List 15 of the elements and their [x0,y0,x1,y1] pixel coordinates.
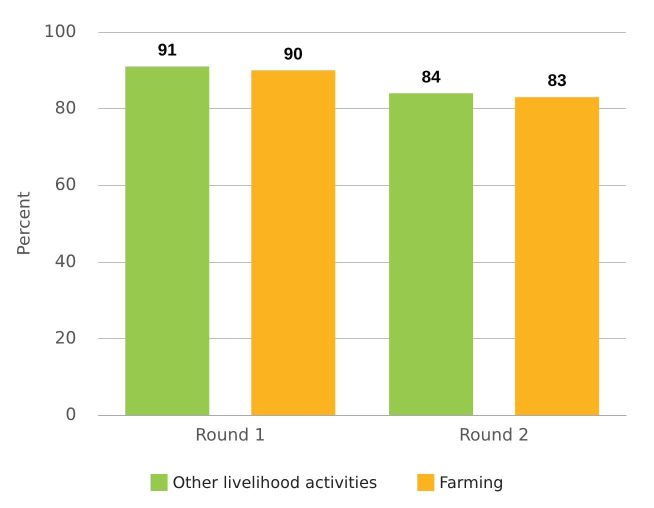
legend-label: Other livelihood activities [172,473,378,492]
y-tick-label: 40 [54,252,76,272]
y-tick-label: 20 [54,328,76,348]
data-label: 84 [422,67,442,86]
y-tick-label: 80 [54,98,76,119]
y-axis-title: Percent [14,191,34,256]
data-label: 90 [284,44,303,64]
x-tick-label: Round 1 [195,426,266,446]
data-label: 91 [158,40,177,60]
legend-label: Farming [439,473,504,492]
y-tick-label: 60 [54,175,76,196]
y-tick-label: 0 [66,405,76,425]
x-tick-label: Round 2 [459,426,530,446]
y-tick-label: 100 [44,22,76,42]
data-label: 83 [548,71,567,90]
